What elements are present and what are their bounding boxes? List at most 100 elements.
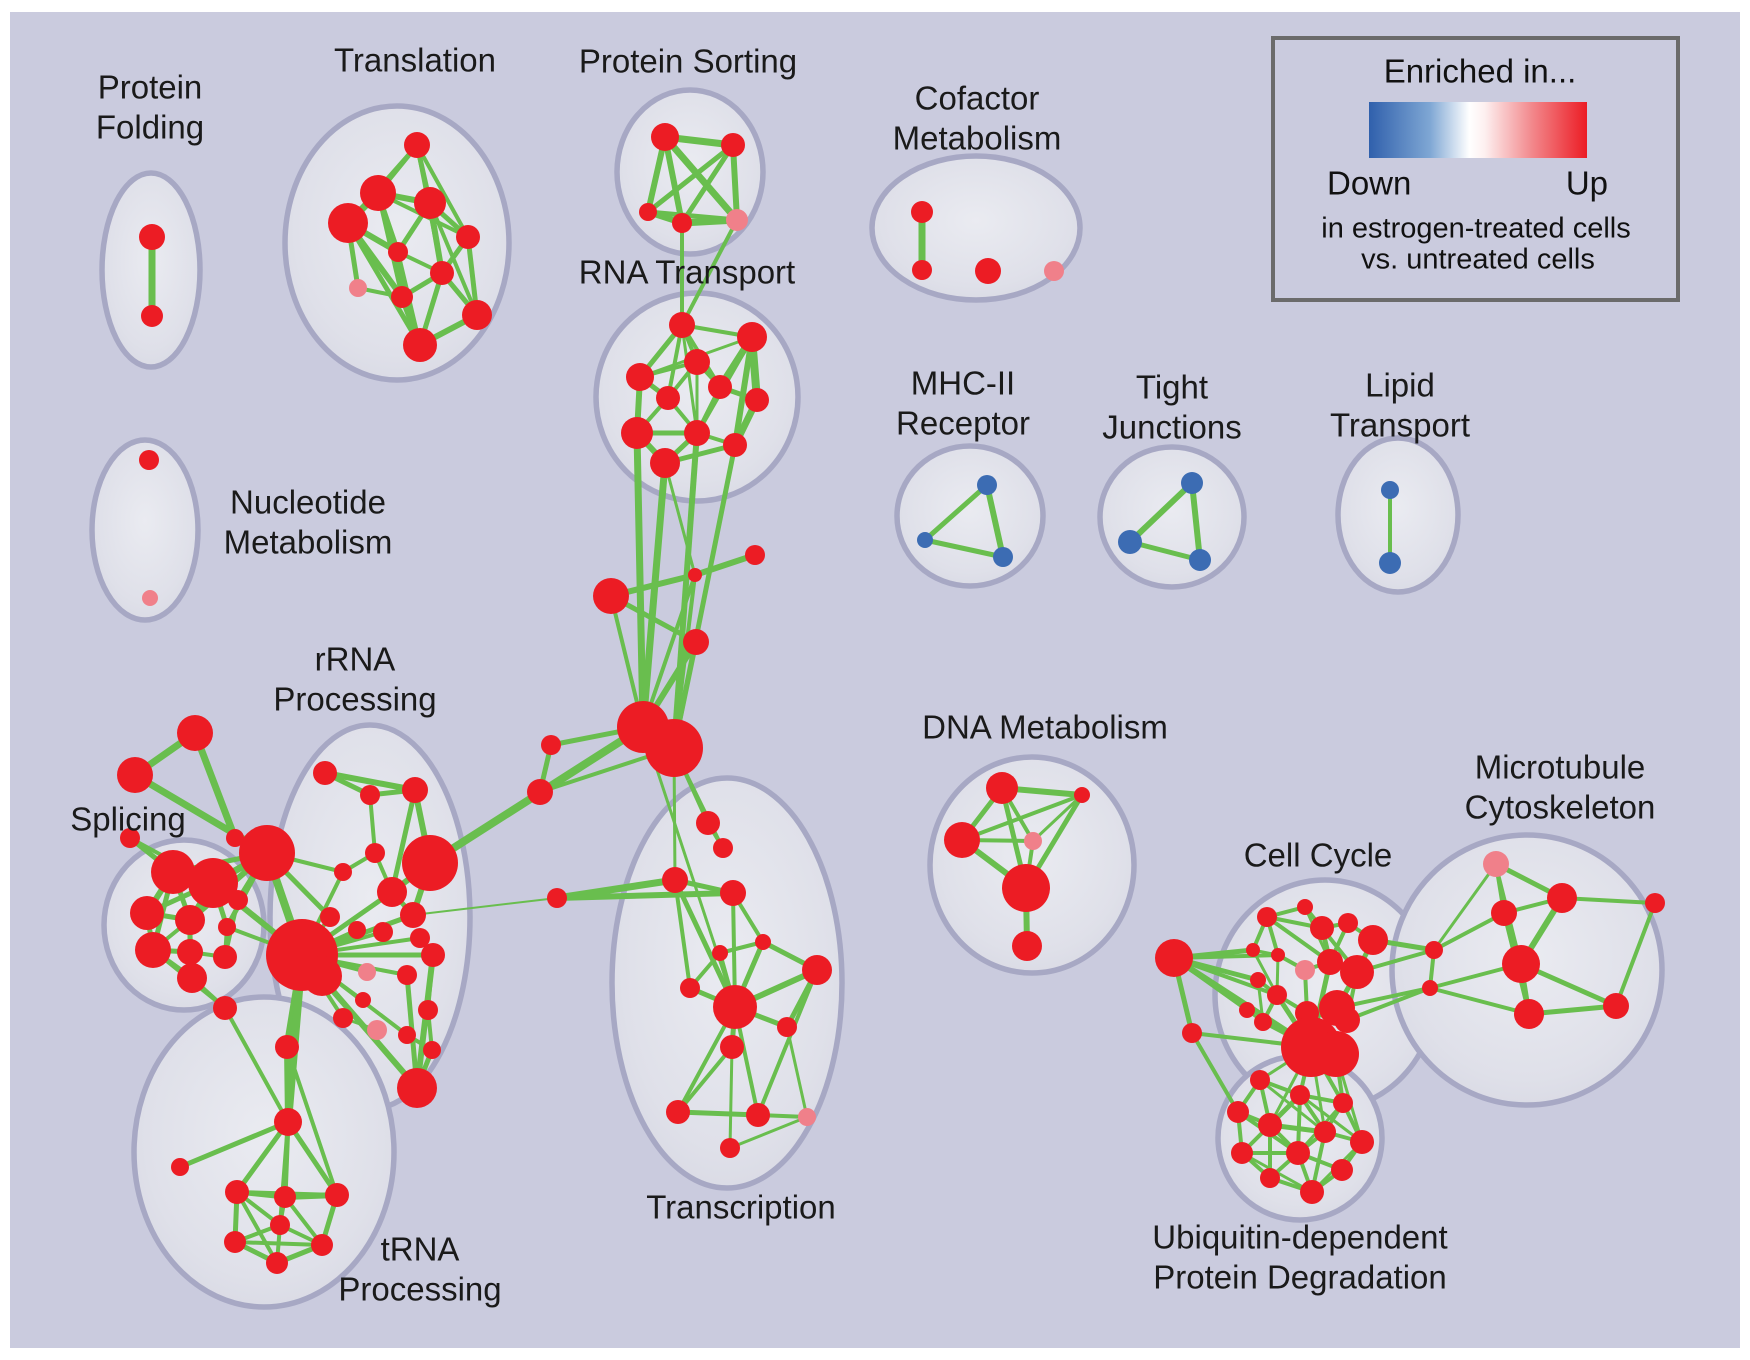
gene-set-node-m1 — [225, 1180, 249, 1204]
gene-set-node-s1 — [151, 850, 195, 894]
edge-rn2-rn10 — [732, 334, 755, 448]
edge-p2-p5 — [730, 142, 740, 223]
cluster-label-nucleotide-metabolism-line2: Metabolism — [224, 524, 393, 561]
gene-set-node-x6 — [755, 934, 771, 950]
gene-set-node-g1 — [177, 715, 213, 751]
gene-set-node-p2 — [721, 133, 745, 157]
gene-set-node-x14 — [746, 1103, 770, 1127]
gene-set-node-f3 — [975, 258, 1001, 284]
gene-set-node-rn8 — [621, 417, 653, 449]
gene-set-node-m3 — [325, 1183, 349, 1207]
edge-q1-q2 — [922, 482, 990, 543]
gene-set-node-w1 — [1181, 472, 1203, 494]
gene-set-node-x4 — [662, 867, 688, 893]
edge-e2-br1 — [1432, 911, 1506, 952]
gene-set-node-r3 — [402, 777, 428, 803]
gene-set-node-s10 — [228, 890, 248, 910]
gene-set-node-r8 — [400, 902, 426, 928]
edge-d2-d3 — [960, 793, 1084, 842]
gene-set-node-rH — [302, 956, 342, 996]
gene-set-node-x8 — [712, 945, 728, 961]
gene-set-node-p5 — [726, 209, 748, 231]
edge-e1-e6 — [1560, 896, 1657, 905]
gene-set-node-br2 — [1422, 980, 1438, 996]
gene-set-node-d2 — [944, 822, 980, 858]
gene-set-node-j1 — [541, 735, 561, 755]
gene-set-node-k11 — [1250, 972, 1266, 988]
gene-set-node-b4 — [683, 629, 709, 655]
gene-set-node-k6 — [1246, 943, 1260, 957]
cluster-label-cell-cycle-line1: Cell Cycle — [1244, 837, 1393, 874]
cluster-label-mhc-ii-receptor-line2: Receptor — [896, 405, 1030, 442]
edge-d3-d4 — [1031, 793, 1084, 843]
gene-set-node-l2 — [1379, 552, 1401, 574]
gene-set-node-e0 — [1483, 851, 1509, 877]
gene-set-node-rn1 — [669, 312, 695, 338]
gene-set-node-s9 — [120, 828, 140, 848]
edge-k17-br2 — [1345, 986, 1432, 1022]
edge-r3-r6 — [389, 787, 418, 895]
edge-m0-mi — [177, 1119, 291, 1170]
edge-t4-t11 — [345, 220, 423, 348]
gene-set-node-x15 — [798, 1108, 816, 1126]
gene-set-node-rn6 — [656, 386, 680, 410]
cluster-label-lipid-transport-line2: Transport — [1330, 407, 1470, 444]
gene-set-node-w2 — [1118, 530, 1142, 554]
gene-set-node-r11 — [373, 922, 393, 942]
gene-set-node-r18 — [333, 1008, 353, 1028]
gene-set-node-kH — [1313, 1031, 1359, 1077]
edge-p1-p5 — [661, 133, 741, 224]
gene-set-node-b3 — [745, 545, 765, 565]
gene-set-node-rn10 — [723, 433, 747, 457]
gene-set-node-u7 — [1350, 1130, 1374, 1154]
gene-set-node-kL — [1155, 939, 1193, 977]
legend-gradient-bar — [1369, 102, 1587, 158]
gene-set-node-u2 — [1290, 1085, 1310, 1105]
gene-set-node-n1 — [139, 450, 159, 470]
gene-set-node-u1 — [1250, 1070, 1270, 1090]
gene-set-node-t9 — [391, 286, 413, 308]
gene-set-node-r16 — [397, 965, 417, 985]
gene-set-node-r14 — [410, 928, 430, 948]
gene-set-node-t2 — [360, 175, 396, 211]
edge-x4-x9 — [673, 878, 692, 990]
gene-set-node-r6 — [377, 877, 407, 907]
legend-title: Enriched in... — [1384, 53, 1577, 90]
gene-set-node-r20 — [418, 1000, 438, 1020]
cluster-label-translation-line1: Translation — [334, 42, 496, 79]
gene-set-node-r5 — [334, 863, 352, 881]
gene-set-node-r10 — [348, 921, 366, 939]
gene-set-node-k5 — [1358, 925, 1388, 955]
gene-set-node-f1 — [911, 201, 933, 223]
gene-set-node-pf2 — [141, 305, 163, 327]
edge-b1-b3 — [692, 552, 758, 578]
cluster-ellipse-tight-junctions — [1097, 444, 1247, 590]
gene-set-node-d4 — [1024, 832, 1042, 850]
gene-set-node-mi — [171, 1158, 189, 1176]
gene-set-node-s7 — [135, 932, 171, 968]
gene-set-node-f2 — [912, 260, 932, 280]
gene-set-node-r12 — [358, 963, 376, 981]
edge-x13-x14 — [675, 1109, 761, 1118]
gene-set-node-m4 — [224, 1231, 246, 1253]
gene-set-node-u8 — [1231, 1142, 1253, 1164]
edge-p2-p4 — [679, 142, 736, 226]
gene-set-node-m6 — [311, 1234, 333, 1256]
cluster-label-cofactor-metabolism-line1: Cofactor — [915, 80, 1040, 117]
gene-set-node-c2 — [275, 1035, 299, 1059]
cluster-ellipse-nucleotide-metabolism — [89, 437, 201, 623]
edge-m0-m3 — [285, 1119, 340, 1198]
gene-set-node-e1 — [1547, 883, 1577, 913]
gene-set-node-u4 — [1258, 1113, 1282, 1137]
cluster-label-splicing-line1: Splicing — [70, 801, 186, 838]
gene-set-node-x11 — [777, 1017, 797, 1037]
gene-set-node-t6 — [388, 242, 408, 262]
gene-set-node-k10 — [1340, 955, 1374, 989]
edge-e5-br2 — [1428, 986, 1531, 1016]
cluster-label-ubiquitin-degradation-line2: Protein Degradation — [1153, 1259, 1447, 1296]
cluster-label-nucleotide-metabolism-line1: Nucleotide — [230, 484, 386, 521]
cluster-ellipse-lipid-transport — [1335, 435, 1461, 595]
edge-w2-w3 — [1127, 539, 1203, 563]
